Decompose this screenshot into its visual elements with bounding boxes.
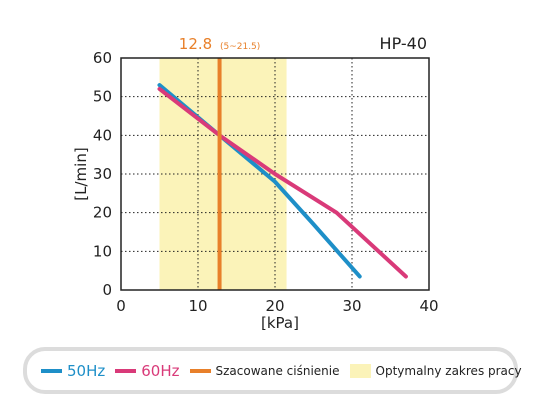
chart: 0 10 20 30 40 0 10 20 30 40 50 60 HP-40 12.8 (5~21… xyxy=(72,34,439,332)
y-tick-label: 10 xyxy=(93,242,112,260)
legend-item-range: Optymalny zakres pracy xyxy=(349,363,522,378)
x-ticks: 0 10 20 30 40 xyxy=(116,297,438,315)
legend-item-50hz: 50Hz xyxy=(41,362,105,380)
estimate-label: 12.8 (5~21.5) xyxy=(179,35,261,53)
y-tick-label: 50 xyxy=(93,88,112,106)
y-tick-label: 20 xyxy=(93,204,112,222)
legend-label-range: Optymalny zakres pracy xyxy=(375,363,522,378)
legend: 50Hz 60Hz Szacowane ciśnienie Optymalny … xyxy=(23,347,522,394)
estimate-value: 12.8 xyxy=(179,35,212,53)
legend-label-50hz: 50Hz xyxy=(67,361,106,380)
y-ticks: 0 10 20 30 40 50 60 xyxy=(93,49,112,299)
plot-frame xyxy=(120,57,430,291)
model-label: HP-40 xyxy=(380,34,427,53)
x-tick-label: 10 xyxy=(188,297,207,315)
legend-swatch-60hz xyxy=(115,368,137,373)
series-line-60hz xyxy=(157,86,408,279)
legend-swatch-range xyxy=(349,363,371,378)
legend-label-60hz: 60Hz xyxy=(141,361,180,380)
y-axis-label: [L/min] xyxy=(72,147,90,200)
x-tick-label: 0 xyxy=(116,297,126,315)
legend-label-estimate: Szacowane ciśnienie xyxy=(215,363,340,378)
y-tick-label: 30 xyxy=(93,165,112,183)
y-tick-label: 60 xyxy=(93,49,112,67)
y-tick-label: 0 xyxy=(102,281,112,299)
legend-item-estimate: Szacowane ciśnienie xyxy=(189,363,340,378)
legend-swatch-estimate xyxy=(189,368,211,373)
x-tick-label: 40 xyxy=(419,297,438,315)
x-tick-label: 20 xyxy=(265,297,284,315)
legend-swatch-50hz xyxy=(41,368,62,373)
x-axis-label: [kPa] xyxy=(261,314,299,332)
x-tick-label: 30 xyxy=(342,297,361,315)
series-layer xyxy=(157,83,408,279)
estimate-range: (5~21.5) xyxy=(220,42,260,52)
legend-item-60hz: 60Hz xyxy=(115,361,180,380)
y-tick-label: 40 xyxy=(93,126,112,144)
